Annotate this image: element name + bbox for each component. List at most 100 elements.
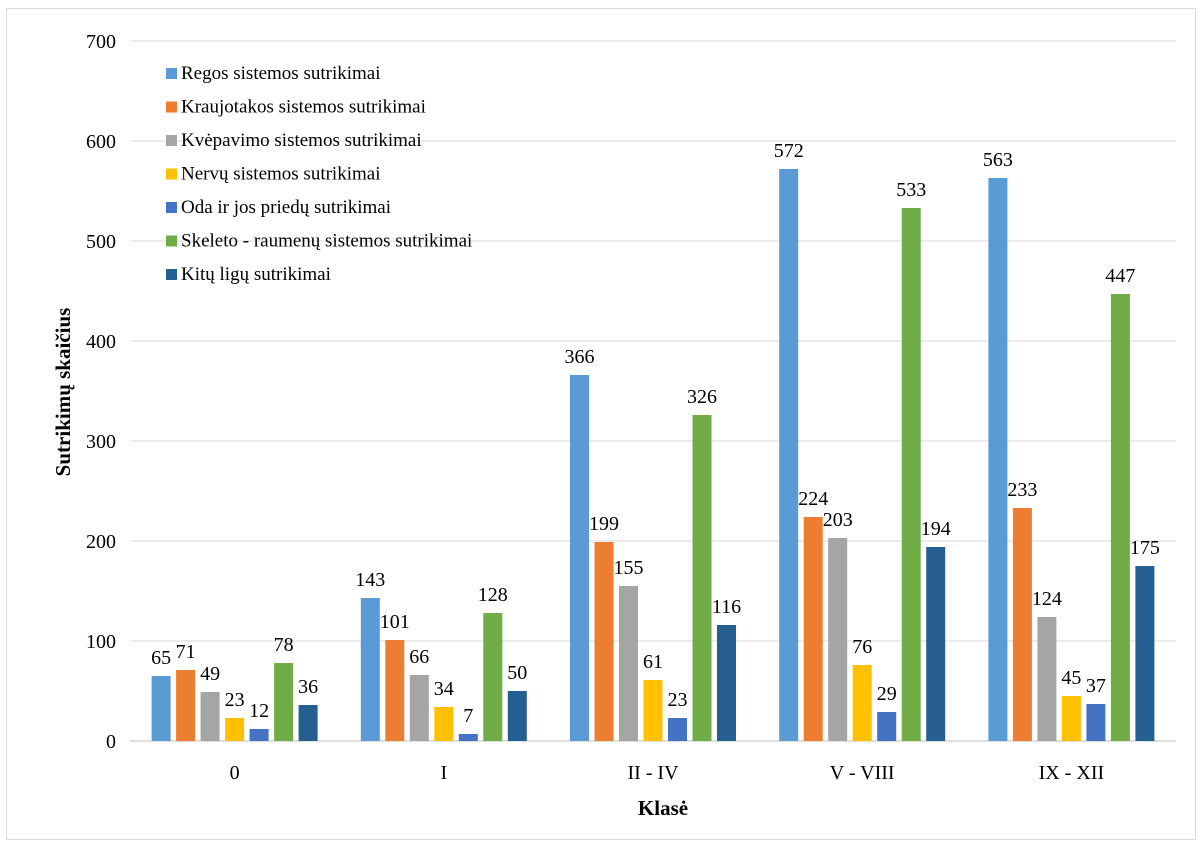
- bar: [274, 663, 294, 741]
- bar: [926, 547, 946, 741]
- bar: [668, 718, 687, 741]
- data-label: 78: [274, 634, 294, 656]
- legend-swatch: [166, 235, 177, 247]
- y-tick-label: 600: [86, 131, 116, 153]
- bar: [507, 691, 527, 741]
- data-label: 233: [1007, 479, 1037, 501]
- x-axis-ticks: 0 I II - IV V - VIII IX - XII: [230, 762, 1105, 784]
- data-label: 194: [921, 518, 951, 540]
- bar: [409, 675, 429, 741]
- legend-label: Nervų sistemos sutrikimai: [181, 164, 380, 185]
- legend-swatch: [166, 168, 177, 180]
- legend-swatch: [166, 202, 177, 213]
- data-label: 76: [852, 636, 872, 658]
- bar: [1012, 508, 1032, 741]
- bar: [828, 538, 848, 741]
- bar: [594, 542, 614, 741]
- bar: [1037, 617, 1057, 741]
- bar: [901, 208, 921, 741]
- bar: [176, 670, 196, 741]
- legend-swatch: [166, 135, 177, 146]
- data-label: 61: [643, 651, 663, 673]
- bar: [385, 640, 405, 741]
- x-tick-label: 0: [230, 762, 240, 784]
- bar: [483, 613, 503, 741]
- bar: [1086, 704, 1106, 741]
- y-tick-label: 700: [86, 31, 116, 53]
- data-label: 101: [380, 611, 410, 633]
- bar: [852, 665, 872, 741]
- data-label: 143: [355, 569, 385, 591]
- bars: [151, 169, 1155, 741]
- data-label: 29: [877, 683, 897, 705]
- bar: [1135, 566, 1155, 741]
- data-label: 124: [1032, 588, 1062, 610]
- bar: [151, 676, 171, 741]
- data-label: 66: [409, 646, 429, 668]
- legend-label: Regos sistemos sutrikimai: [181, 63, 381, 84]
- data-label: 65: [151, 647, 171, 669]
- data-label: 12: [249, 700, 269, 722]
- y-axis-title: Sutrikimų skaičius: [51, 308, 75, 477]
- bar: [988, 178, 1008, 741]
- bar: [619, 586, 638, 741]
- y-tick-label: 400: [86, 331, 116, 353]
- bar: [717, 625, 736, 741]
- data-label: 128: [478, 584, 508, 606]
- data-label: 175: [1130, 537, 1160, 559]
- data-label: 572: [774, 140, 804, 162]
- y-tick-label: 200: [86, 531, 116, 553]
- bar: [225, 718, 245, 741]
- data-label: 34: [434, 678, 454, 700]
- bar: [249, 729, 269, 741]
- y-tick-label: 300: [86, 431, 116, 453]
- data-label: 45: [1061, 667, 1081, 689]
- bar: [803, 517, 823, 741]
- data-label: 366: [565, 346, 595, 368]
- legend-label: Kraujotakos sistemos sutrikimai: [181, 97, 426, 118]
- bar: [1110, 294, 1130, 741]
- x-tick-label: IX - XII: [1039, 762, 1105, 784]
- bar: [692, 415, 712, 741]
- data-label: 155: [614, 557, 644, 579]
- x-tick-label: II - IV: [627, 762, 679, 784]
- data-label: 7: [463, 705, 473, 727]
- data-label: 71: [176, 641, 196, 663]
- data-label: 224: [798, 488, 828, 510]
- data-label: 203: [823, 509, 853, 531]
- data-label: 23: [668, 689, 688, 711]
- data-label: 563: [983, 149, 1013, 171]
- data-label: 447: [1105, 265, 1135, 287]
- legend: Regos sistemos sutrikimai Kraujotakos sis…: [166, 63, 472, 285]
- bar: [779, 169, 799, 741]
- y-tick-label: 500: [86, 231, 116, 253]
- bar: [1061, 696, 1081, 741]
- data-label: 36: [298, 676, 318, 698]
- data-label: 199: [589, 513, 619, 535]
- data-label: 49: [200, 663, 220, 685]
- bar: [877, 712, 897, 741]
- data-label: 23: [225, 689, 245, 711]
- y-tick-label: 100: [86, 631, 116, 653]
- data-label: 326: [687, 386, 717, 408]
- x-axis-title: Klasė: [638, 796, 688, 820]
- x-tick-label: V - VIII: [830, 762, 895, 784]
- y-tick-label: 0: [106, 731, 116, 753]
- bar: [298, 705, 318, 741]
- bar: [643, 680, 663, 741]
- legend-label: Kitų ligų sutrikimai: [181, 264, 331, 285]
- data-label: 50: [507, 662, 527, 684]
- bar: [200, 692, 220, 741]
- legend-swatch: [166, 68, 177, 79]
- data-label: 116: [712, 596, 741, 618]
- y-axis-ticks: 0 100 200 300 400 500 600 700: [86, 31, 116, 753]
- legend-label: Kvėpavimo sistemos sutrikimai: [181, 130, 422, 151]
- data-label: 533: [896, 179, 926, 201]
- bar: [360, 598, 380, 741]
- legend-swatch: [166, 269, 177, 280]
- legend-label: Skeleto - raumenų sistemos sutrikimai: [181, 231, 472, 252]
- x-tick-label: I: [440, 762, 447, 784]
- bar: [458, 734, 478, 741]
